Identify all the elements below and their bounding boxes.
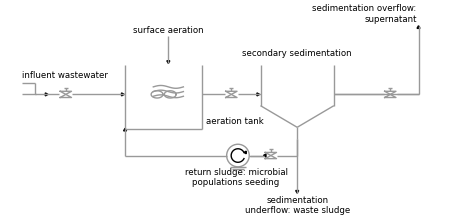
Polygon shape xyxy=(264,154,266,157)
Text: return sludge: microbial
populations seeding: return sludge: microbial populations see… xyxy=(184,168,288,187)
Text: influent wastewater: influent wastewater xyxy=(22,71,108,80)
Polygon shape xyxy=(124,128,127,131)
Text: surface aeration: surface aeration xyxy=(133,26,204,35)
Polygon shape xyxy=(244,151,246,154)
Text: sedimentation overflow:
supernatant: sedimentation overflow: supernatant xyxy=(312,4,417,24)
Polygon shape xyxy=(167,61,170,63)
Text: aeration tank: aeration tank xyxy=(206,117,264,126)
Polygon shape xyxy=(417,26,420,28)
Polygon shape xyxy=(121,93,124,96)
Text: secondary sedimentation: secondary sedimentation xyxy=(242,49,352,58)
Text: sedimentation
underflow: waste sludge: sedimentation underflow: waste sludge xyxy=(245,196,350,215)
Polygon shape xyxy=(296,191,299,193)
Polygon shape xyxy=(46,93,48,96)
Polygon shape xyxy=(257,93,260,96)
